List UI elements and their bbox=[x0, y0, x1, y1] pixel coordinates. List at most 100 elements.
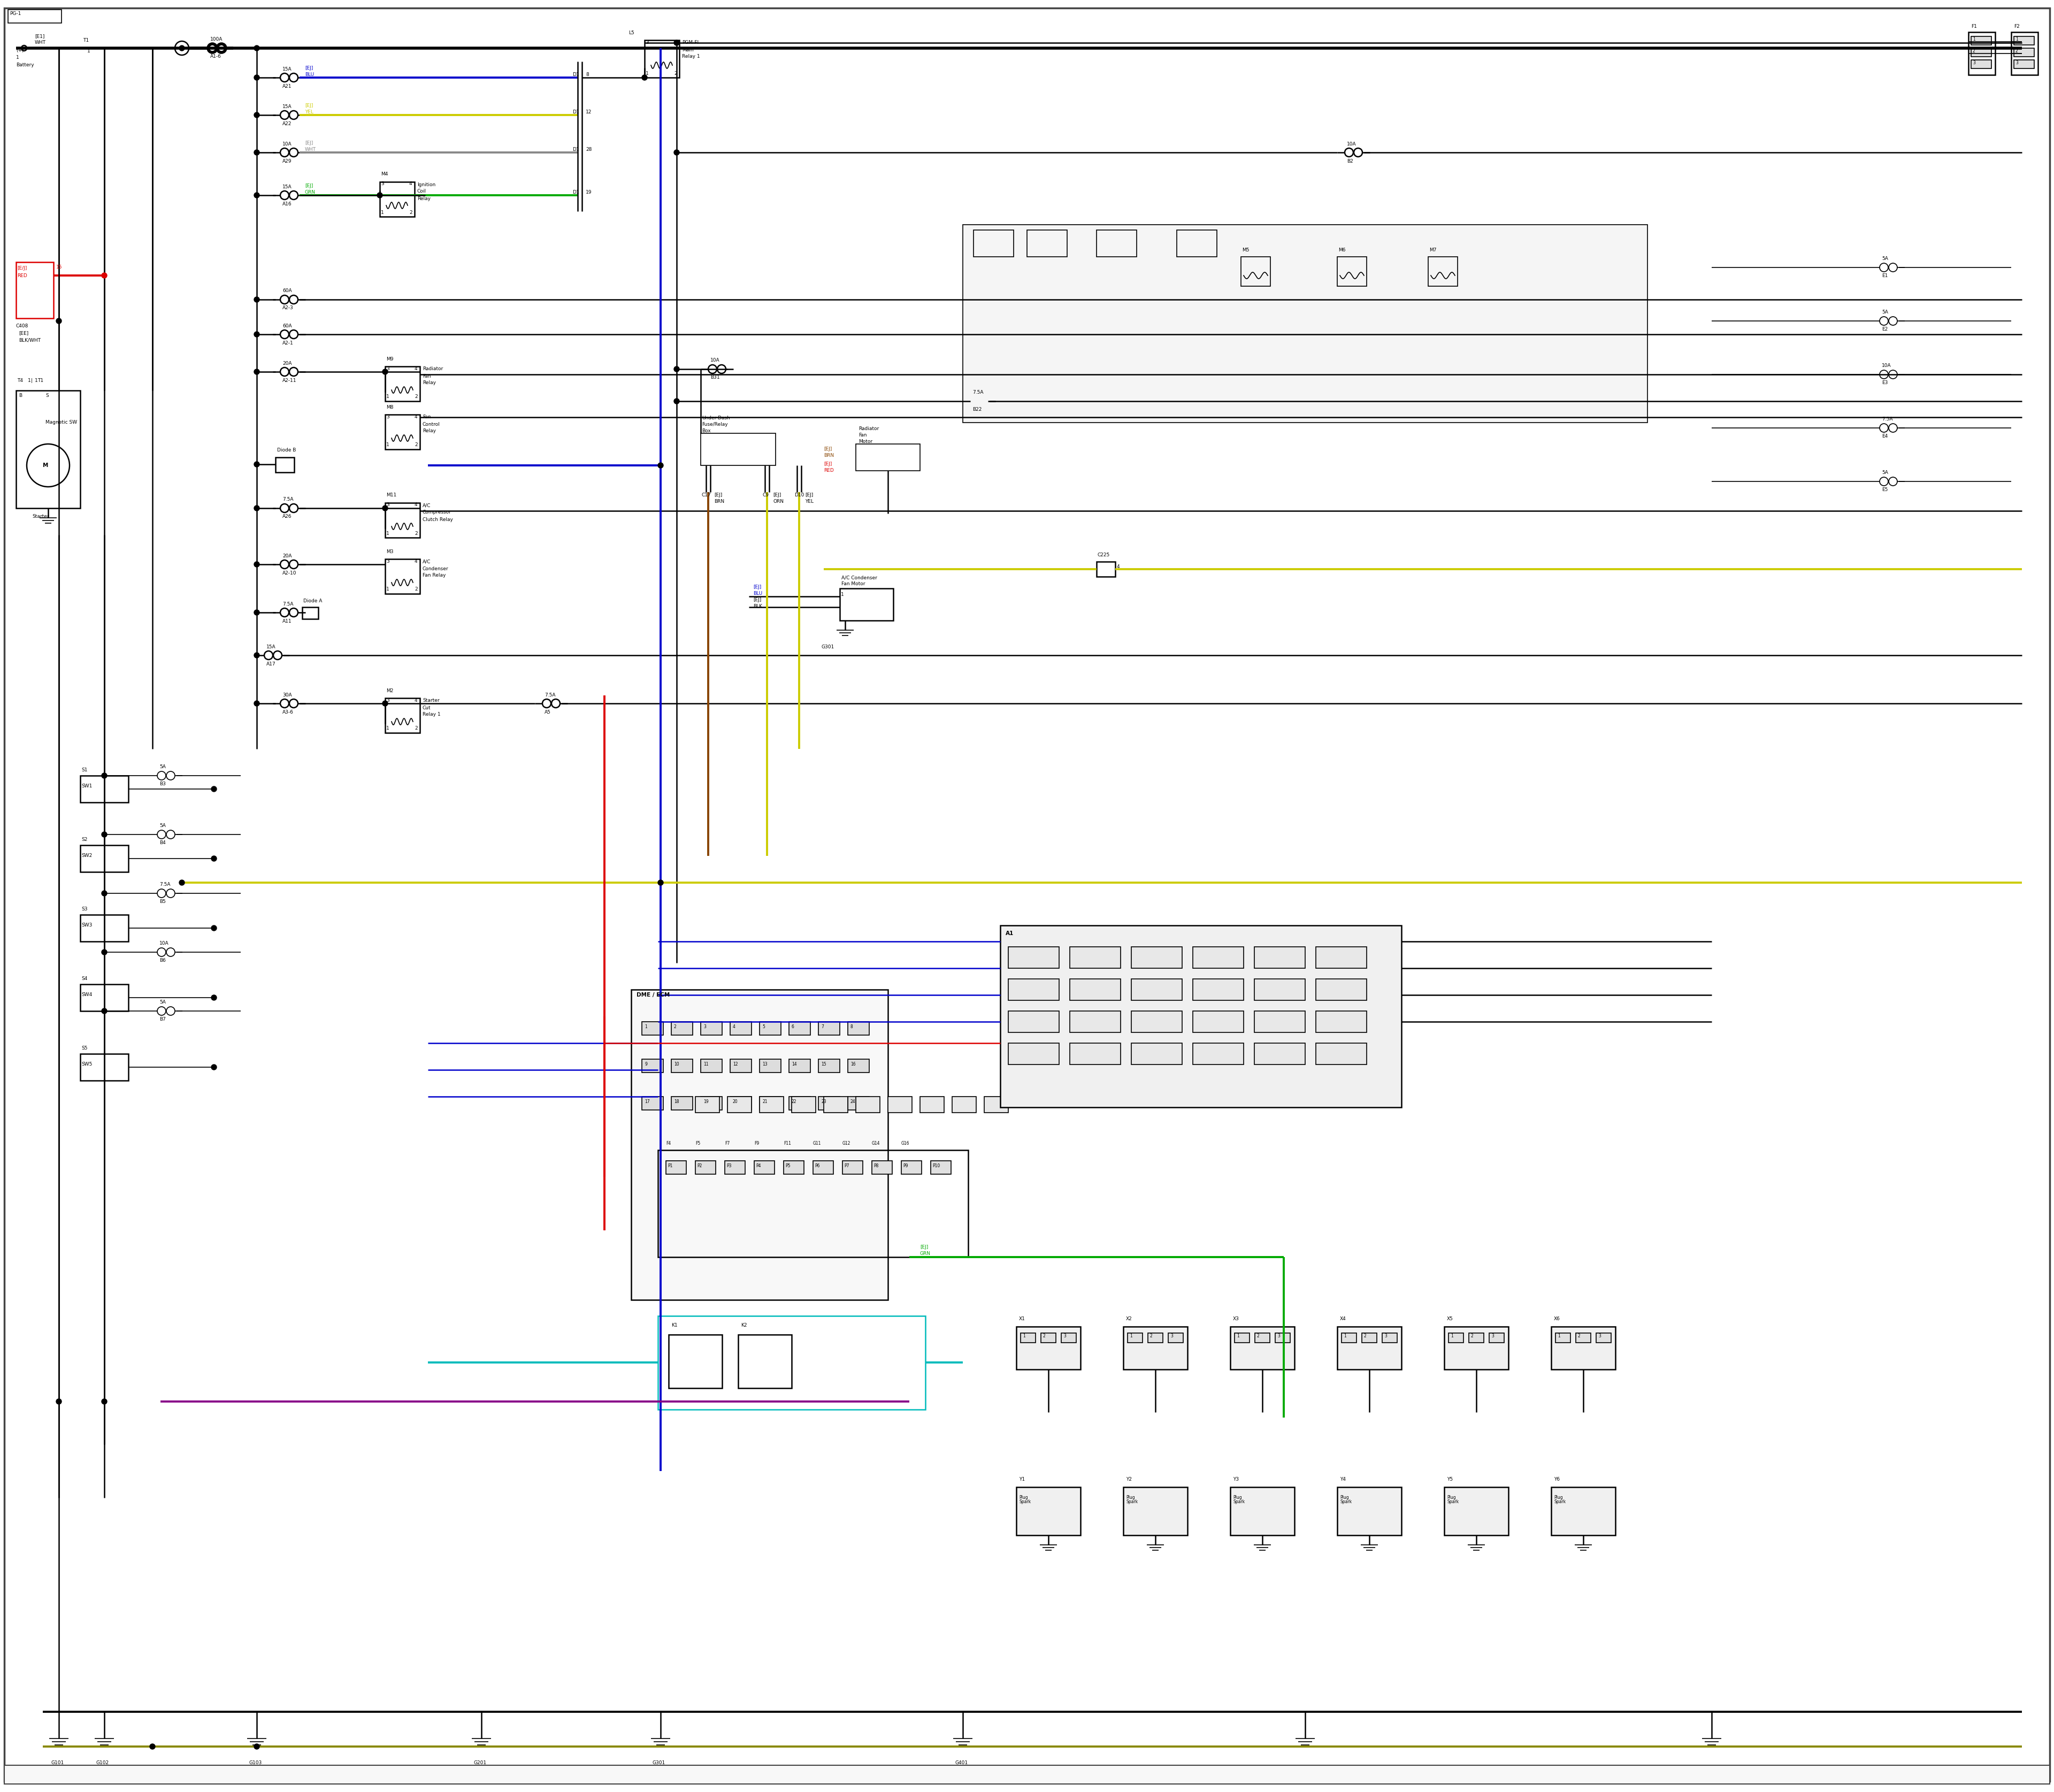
Circle shape bbox=[212, 1064, 216, 1070]
Circle shape bbox=[674, 366, 680, 371]
Text: 3: 3 bbox=[1171, 1333, 1173, 1339]
Bar bbox=[754, 1161, 774, 1174]
Circle shape bbox=[255, 652, 259, 658]
Bar bbox=[1009, 978, 1060, 1000]
Text: WHT: WHT bbox=[35, 41, 45, 45]
Text: 28: 28 bbox=[585, 147, 592, 152]
Bar bbox=[953, 1097, 976, 1113]
Circle shape bbox=[382, 701, 388, 706]
Circle shape bbox=[255, 1744, 259, 1749]
Bar bbox=[1017, 1487, 1080, 1536]
Text: P2: P2 bbox=[696, 1163, 702, 1168]
Circle shape bbox=[101, 1009, 107, 1014]
Text: 1: 1 bbox=[840, 593, 844, 597]
Text: X6: X6 bbox=[1555, 1315, 1561, 1321]
Bar bbox=[1255, 1333, 1269, 1342]
Text: 16: 16 bbox=[850, 1063, 857, 1066]
Text: Relay: Relay bbox=[417, 195, 431, 201]
Circle shape bbox=[101, 950, 107, 955]
Text: P6: P6 bbox=[815, 1163, 820, 1168]
Bar bbox=[1128, 1333, 1142, 1342]
Bar bbox=[1070, 1011, 1121, 1032]
Bar bbox=[1317, 978, 1366, 1000]
Text: P5: P5 bbox=[785, 1163, 791, 1168]
Text: Starter: Starter bbox=[33, 514, 49, 520]
Text: M2: M2 bbox=[386, 688, 394, 694]
Bar bbox=[1021, 1333, 1035, 1342]
Text: X5: X5 bbox=[1446, 1315, 1454, 1321]
Text: 15A: 15A bbox=[283, 104, 292, 109]
Text: K2: K2 bbox=[741, 1322, 748, 1328]
Text: Spark: Spark bbox=[1446, 1500, 1458, 1503]
Text: 7.5A: 7.5A bbox=[544, 692, 555, 697]
Text: X3: X3 bbox=[1232, 1315, 1239, 1321]
Circle shape bbox=[255, 297, 259, 303]
Text: Fan: Fan bbox=[423, 375, 431, 378]
Text: M7: M7 bbox=[1430, 247, 1436, 253]
Bar bbox=[1575, 1333, 1590, 1342]
Text: 2: 2 bbox=[1150, 1333, 1152, 1339]
Bar bbox=[700, 1059, 723, 1073]
Bar bbox=[789, 1059, 811, 1073]
Text: 2: 2 bbox=[1471, 1333, 1473, 1339]
Bar bbox=[824, 1097, 848, 1113]
Text: G103: G103 bbox=[249, 1760, 261, 1765]
Text: 3: 3 bbox=[380, 181, 384, 186]
Text: F11: F11 bbox=[785, 1142, 791, 1147]
Text: 9: 9 bbox=[645, 1063, 647, 1066]
Text: [EJ]: [EJ] bbox=[754, 599, 762, 602]
Bar bbox=[80, 914, 127, 941]
Bar bbox=[1469, 1333, 1483, 1342]
Text: 4: 4 bbox=[733, 1025, 735, 1029]
Bar bbox=[2013, 36, 2033, 45]
Text: 2: 2 bbox=[674, 1025, 676, 1029]
Bar bbox=[1596, 1333, 1610, 1342]
Bar bbox=[672, 1097, 692, 1109]
Bar bbox=[1317, 1043, 1366, 1064]
Text: Coil: Coil bbox=[417, 190, 427, 194]
Text: X1: X1 bbox=[1019, 1315, 1025, 1321]
Text: B6: B6 bbox=[160, 959, 166, 962]
Text: G11: G11 bbox=[813, 1142, 822, 1147]
Text: ORN: ORN bbox=[772, 500, 785, 504]
Circle shape bbox=[255, 701, 259, 706]
Text: A21: A21 bbox=[283, 84, 292, 88]
Text: YEL: YEL bbox=[805, 500, 813, 504]
Bar bbox=[1193, 1043, 1243, 1064]
Bar bbox=[871, 1161, 891, 1174]
Text: 7: 7 bbox=[822, 1025, 824, 1029]
Circle shape bbox=[255, 192, 259, 197]
Bar bbox=[1255, 1043, 1304, 1064]
Bar bbox=[386, 366, 419, 401]
Text: PGM-FI: PGM-FI bbox=[682, 41, 698, 45]
Text: 60A: 60A bbox=[283, 289, 292, 294]
Text: 10A: 10A bbox=[1347, 142, 1356, 147]
Text: [EJ]: [EJ] bbox=[772, 493, 781, 496]
Bar bbox=[902, 1161, 922, 1174]
Circle shape bbox=[101, 891, 107, 896]
Text: 7.5A: 7.5A bbox=[972, 391, 984, 394]
Text: F4: F4 bbox=[665, 1142, 672, 1147]
Text: Ignition: Ignition bbox=[417, 183, 435, 186]
Text: L5: L5 bbox=[629, 30, 635, 36]
Text: 100A: 100A bbox=[210, 38, 222, 41]
Circle shape bbox=[255, 332, 259, 337]
Text: 7.5A: 7.5A bbox=[283, 602, 294, 606]
Bar bbox=[725, 1161, 746, 1174]
Text: C17: C17 bbox=[702, 493, 711, 496]
Text: Compressor: Compressor bbox=[423, 511, 452, 514]
Bar bbox=[729, 1021, 752, 1036]
Bar bbox=[1382, 1333, 1397, 1342]
Circle shape bbox=[101, 772, 107, 778]
Text: Plug: Plug bbox=[1555, 1495, 1563, 1500]
Text: C225: C225 bbox=[1097, 554, 1109, 557]
Bar bbox=[657, 1315, 926, 1410]
Text: Y5: Y5 bbox=[1446, 1477, 1452, 1482]
Text: T4: T4 bbox=[16, 378, 23, 383]
Text: 3: 3 bbox=[645, 39, 649, 45]
Text: Relay 1: Relay 1 bbox=[423, 711, 440, 717]
Text: Control: Control bbox=[423, 421, 440, 426]
Bar bbox=[1097, 229, 1136, 256]
Circle shape bbox=[255, 505, 259, 511]
Text: [EJ]: [EJ] bbox=[805, 493, 813, 496]
